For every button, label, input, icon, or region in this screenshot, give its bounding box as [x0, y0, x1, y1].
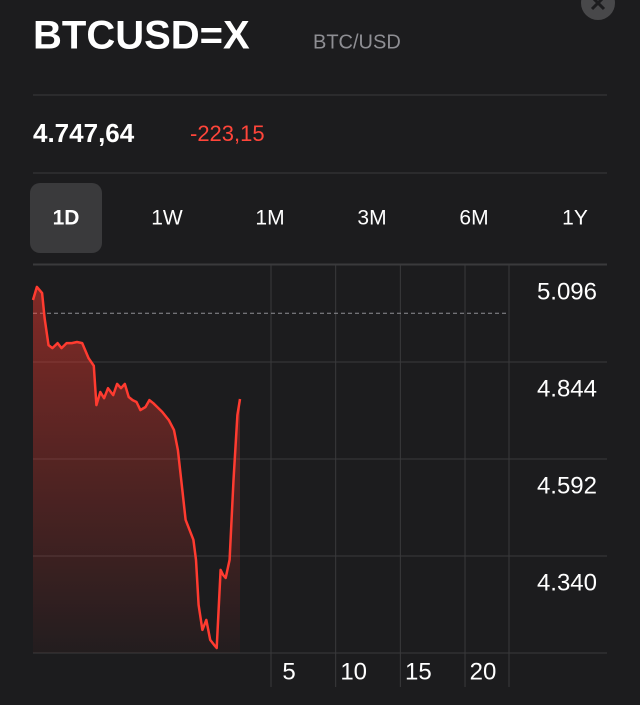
range-tab[interactable]: 1W [151, 207, 183, 230]
x-tick-label: 20 [470, 658, 497, 685]
range-tab[interactable]: 1Y [562, 207, 588, 230]
selected-tab-bg[interactable] [30, 183, 102, 253]
range-tab[interactable]: 1D [53, 207, 80, 230]
range-tabs: 1D 1W 1M 3M 6M 1Y [30, 183, 588, 253]
close-button[interactable] [581, 0, 615, 20]
close-circle[interactable] [581, 0, 615, 20]
y-tick-label: 4.592 [537, 472, 597, 499]
chart: 5.096 4.844 4.592 4.340 5 10 15 20 [31, 264, 607, 687]
area-fill [33, 286, 240, 653]
symbol-title: BTCUSD=X [33, 14, 250, 58]
symbol-subtitle: BTC/USD [313, 31, 401, 53]
close-icon[interactable] [590, 0, 606, 11]
range-tab[interactable]: 3M [357, 207, 386, 230]
y-tick-label: 5.096 [537, 278, 597, 305]
x-tick-label: 10 [340, 658, 367, 685]
range-tab[interactable]: 1M [255, 207, 284, 230]
range-tab[interactable]: 6M [459, 207, 488, 230]
x-tick-label: 15 [405, 658, 432, 685]
x-tick-label: 5 [282, 658, 295, 685]
price-change: -223,15 [190, 121, 265, 146]
y-tick-label: 4.844 [537, 375, 597, 402]
price: 4.747,64 [33, 118, 135, 148]
y-tick-label: 4.340 [537, 569, 597, 596]
price-line [31, 285, 242, 650]
